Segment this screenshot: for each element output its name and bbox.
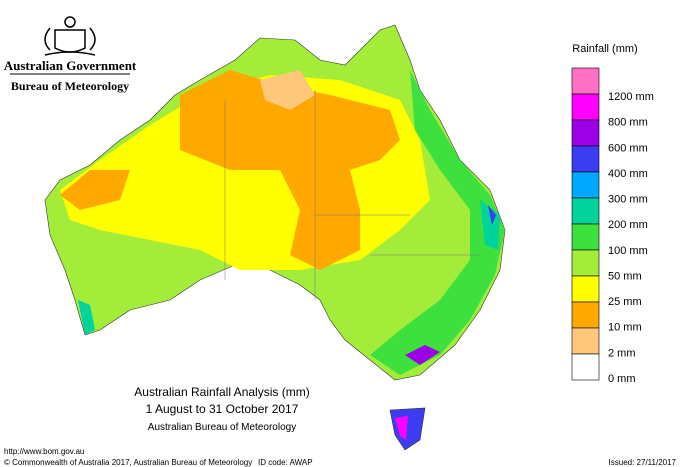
wet-east-400 [488, 205, 496, 225]
legend-label: 25 mm [608, 296, 642, 308]
legend-label: 10 mm [608, 322, 642, 334]
wet-east [370, 70, 505, 375]
legend-label: 50 mm [608, 270, 642, 282]
legend-swatch [571, 93, 600, 121]
footer-issued: Issued: 27/11/2017 [609, 458, 677, 467]
dry-zone-10 [180, 70, 400, 270]
legend-swatch [571, 301, 600, 329]
caption-source: Australian Bureau of Meteorology [148, 422, 296, 433]
legend-swatch [571, 353, 600, 381]
legend-label: 300 mm [608, 194, 648, 206]
legend-label: 200 mm [608, 219, 648, 231]
rainfall-map [44, 24, 506, 451]
legend-swatch [571, 145, 600, 173]
bureau-name: Bureau of Meteorology [11, 79, 129, 93]
legend: 1200 mm 800 mm 600 mm 400 mm 300 mm 200 mm 100… [571, 67, 654, 385]
legend-swatch [571, 67, 600, 95]
legend-swatch [571, 171, 600, 199]
legend-label: 2 mm [608, 347, 636, 359]
legend-swatch [571, 119, 600, 147]
dry-zone-2 [260, 70, 315, 110]
dry-zone-10-west [60, 170, 130, 210]
tasmania-west [395, 416, 408, 440]
legend-label: 800 mm [608, 117, 648, 129]
wet-victoria [405, 345, 440, 365]
legend-swatch [571, 223, 600, 251]
footer-id: ID code: AWAP [258, 458, 313, 467]
legend-title: Rainfall (mm) [572, 43, 637, 55]
legend-label: 600 mm [608, 142, 648, 154]
wet-east-200 [480, 200, 500, 250]
caption-period: 1 August to 31 October 2017 [146, 402, 299, 416]
footer-url: http://www.bom.gov.au [4, 447, 84, 456]
legend-label: 1200 mm [608, 91, 654, 103]
legend-label: 100 mm [608, 245, 648, 257]
legend-swatch [571, 249, 600, 277]
legend-swatch [571, 327, 600, 355]
crest [44, 16, 96, 56]
legend-label: 400 mm [608, 168, 648, 180]
government-name: Australian Government [4, 58, 137, 73]
footer-copyright: © Commonwealth of Australia 2017, Austra… [4, 458, 252, 467]
legend-swatch [571, 197, 600, 225]
wet-southwest [78, 300, 95, 335]
legend-label: 0 mm [608, 373, 636, 385]
legend-swatch [571, 275, 600, 303]
caption-title: Australian Rainfall Analysis (mm) [134, 385, 309, 399]
